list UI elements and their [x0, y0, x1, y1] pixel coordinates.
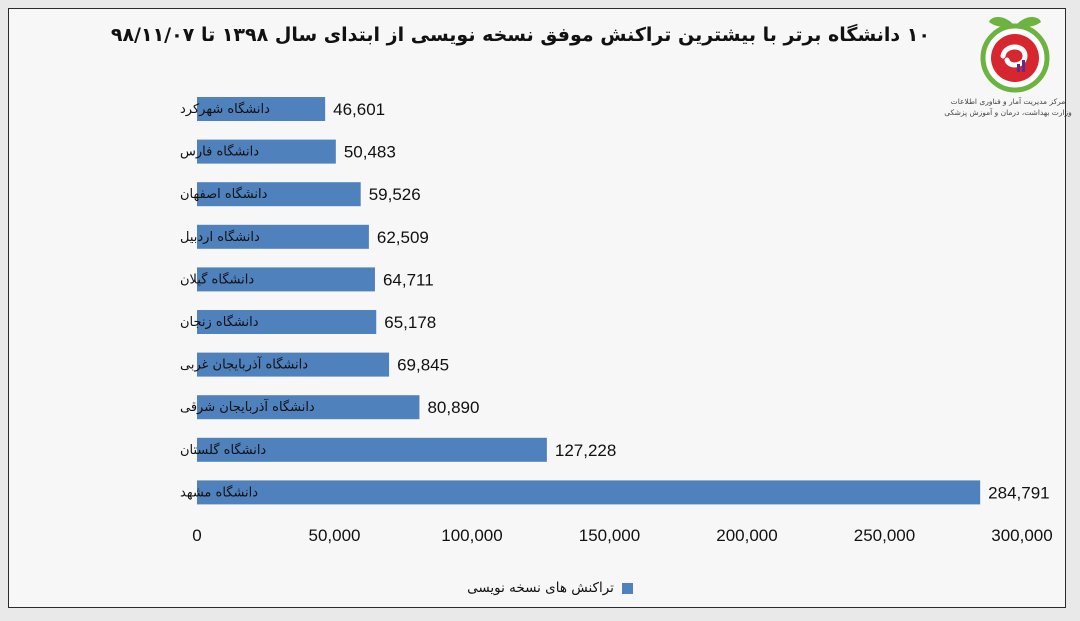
bar [197, 310, 377, 334]
x-tick-label: 100,000 [441, 526, 502, 545]
category-label: دانشگاه شهرکرد [180, 101, 270, 117]
bar [197, 139, 336, 164]
chart-frame [8, 8, 1066, 608]
legend: تراکنش های نسخه نویسی [440, 576, 660, 600]
value-label: 127,228 [555, 441, 616, 460]
x-tick-label: 200,000 [716, 526, 777, 545]
category-label: دانشگاه مشهد [180, 484, 258, 500]
chart-title: ۱۰ دانشگاه برتر با بیشترین تراکنش موفق ن… [110, 24, 930, 46]
logo-leaf-left [989, 17, 1013, 27]
value-label: 80,890 [427, 398, 479, 417]
bar [197, 97, 326, 121]
bar [197, 437, 547, 462]
bars-layer [197, 97, 981, 505]
x-tick-label: 0 [192, 526, 201, 545]
value-label: 64,711 [383, 270, 434, 289]
category-label: دانشگاه اردبیل [180, 229, 260, 245]
logo-caption-line2: وزارت بهداشت، درمان و آموزش پزشکی [944, 108, 1072, 117]
value-label: 62,509 [377, 228, 429, 247]
bar [197, 267, 375, 292]
logo-swirl [1000, 44, 1028, 68]
logo-bar-2 [1022, 60, 1025, 72]
logo-leaf-right [1017, 17, 1041, 27]
bar [197, 352, 390, 377]
category-label: دانشگاه اصفهان [180, 186, 268, 202]
category-label: دانشگاه زنجان [180, 314, 259, 330]
x-tick-label: 50,000 [309, 526, 361, 545]
logo-caption: مرکز مدیریت آمار و فناوری اطلاعات وزارت … [940, 96, 1076, 118]
x-tick-label: 300,000 [991, 526, 1052, 545]
value-label: 284,791 [988, 483, 1049, 502]
x-tick-label: 150,000 [579, 526, 640, 545]
value-label: 69,845 [397, 356, 449, 375]
category-labels: دانشگاه شهرکرد دانشگاه فارس دانشگاه اصفهان… [180, 101, 315, 500]
logo-apple-body [991, 34, 1039, 82]
bar [197, 395, 420, 420]
logo-caption-line1: مرکز مدیریت آمار و فناوری اطلاعات [950, 97, 1066, 106]
value-labels: 46,601 50,483 59,526 62,509 64,711 65,178 69,8… [333, 100, 1049, 502]
category-label: دانشگاه آذربایجان غربی [180, 356, 308, 373]
x-tick-label: 250,000 [854, 526, 915, 545]
category-label: دانشگاه گلستان [180, 442, 266, 458]
bar [197, 224, 369, 249]
logo-apple-icon [980, 17, 1050, 93]
value-label: 46,601 [333, 100, 385, 119]
category-label: دانشگاه فارس [180, 144, 259, 160]
category-label: دانشگاه آذربایجان شرقی [180, 398, 315, 415]
value-label: 59,526 [369, 185, 421, 204]
legend-label: تراکنش های نسخه نویسی [467, 580, 614, 596]
legend-swatch [621, 582, 633, 594]
value-label: 50,483 [344, 143, 396, 162]
value-label: 65,178 [384, 313, 436, 332]
bar [197, 480, 981, 505]
bar [197, 182, 361, 207]
logo-bar-1 [1017, 64, 1020, 72]
x-tick-labels: 0 50,000 100,000 150,000 200,000 250,000 300,0… [192, 526, 1052, 545]
category-label: دانشگاه گیلان [180, 271, 254, 287]
